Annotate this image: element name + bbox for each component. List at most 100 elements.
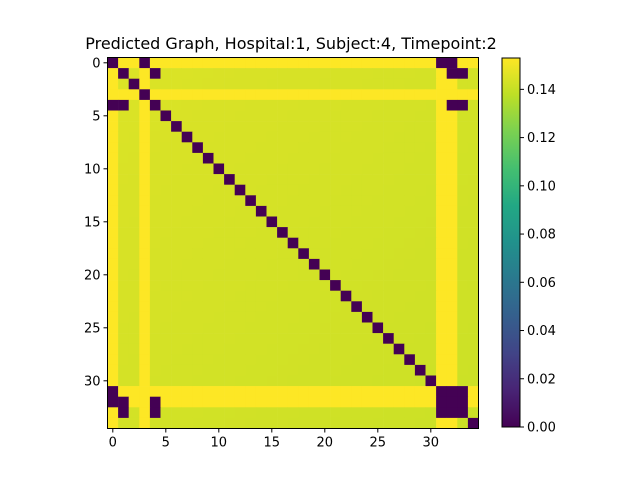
heatmap-cell (351, 343, 363, 355)
heatmap-cell (446, 386, 458, 397)
heatmap-cell (192, 57, 204, 69)
heatmap-cell (149, 258, 161, 270)
heatmap-cell (287, 142, 299, 154)
heatmap-cell (361, 195, 373, 207)
heatmap-cell (287, 121, 299, 132)
heatmap-cell (224, 343, 235, 355)
heatmap-cell (202, 375, 214, 387)
heatmap-cell (436, 68, 447, 79)
heatmap-cell (234, 163, 246, 175)
heatmap-cell (149, 311, 161, 323)
heatmap-cell (372, 110, 384, 122)
heatmap-cell (202, 248, 214, 260)
heatmap-cell (404, 407, 416, 419)
heatmap-cell (383, 311, 394, 323)
heatmap-cell (202, 142, 214, 154)
heatmap-cell (414, 364, 426, 376)
heatmap-cell (425, 195, 437, 207)
heatmap-cell (287, 301, 299, 313)
heatmap-cell (266, 78, 278, 90)
heatmap-cell (160, 131, 172, 143)
heatmap-cell (372, 248, 384, 260)
heatmap-cell (393, 89, 405, 101)
heatmap-cell (467, 152, 479, 164)
heatmap-cell (107, 89, 119, 101)
heatmap-cell (181, 248, 193, 260)
heatmap-cell (414, 131, 426, 143)
heatmap-cell (414, 354, 426, 366)
heatmap-cell (393, 311, 405, 323)
heatmap-cell (404, 290, 416, 302)
heatmap-cell (234, 121, 246, 132)
heatmap-cell (467, 99, 479, 111)
heatmap-cell (361, 163, 373, 175)
heatmap-cell (372, 57, 384, 69)
heatmap-cell (372, 290, 384, 302)
heatmap-cell (404, 375, 416, 387)
heatmap-cell (118, 89, 129, 101)
heatmap-cell (171, 131, 182, 143)
heatmap-cell (436, 290, 447, 302)
heatmap-cell (149, 195, 161, 207)
heatmap-cell (202, 163, 214, 175)
heatmap-cell (160, 78, 172, 90)
heatmap-cell (245, 354, 257, 366)
heatmap-cell (383, 174, 394, 185)
heatmap-cell (107, 258, 119, 270)
heatmap-cell (118, 269, 129, 281)
heatmap-cell (287, 311, 299, 323)
heatmap-cell (287, 174, 299, 185)
heatmap-cell (340, 121, 352, 132)
heatmap-cell (255, 396, 267, 408)
heatmap-cell (372, 89, 384, 101)
heatmap-cell (139, 205, 151, 217)
heatmap-cell (425, 68, 437, 79)
heatmap-cell (224, 216, 235, 228)
heatmap-cell (319, 227, 331, 238)
heatmap-cell (118, 407, 129, 419)
heatmap-cell (319, 290, 331, 302)
heatmap-cell (319, 131, 331, 143)
heatmap-cell (351, 184, 363, 196)
heatmap-cell (181, 311, 193, 323)
heatmap-cell (245, 301, 257, 313)
heatmap-cell (277, 163, 288, 175)
heatmap-cell (192, 163, 204, 175)
heatmap-cell (361, 280, 373, 291)
heatmap-cell (139, 301, 151, 313)
heatmap-cell (372, 78, 384, 90)
heatmap-cell (245, 152, 257, 164)
heatmap-cell (160, 407, 172, 419)
heatmap-cell (118, 184, 129, 196)
heatmap-cell (372, 99, 384, 111)
heatmap-cell (224, 258, 235, 270)
heatmap-cell (149, 89, 161, 101)
heatmap-cell (139, 322, 151, 334)
heatmap-cell (404, 131, 416, 143)
heatmap-cell (467, 110, 479, 122)
heatmap-cell (414, 333, 426, 344)
heatmap-cell (361, 89, 373, 101)
heatmap-cell (393, 375, 405, 387)
heatmap-cell (181, 280, 193, 291)
heatmap-cell (383, 301, 394, 313)
heatmap-cell (383, 280, 394, 291)
heatmap-cell (308, 396, 320, 408)
heatmap-cell (340, 417, 352, 429)
heatmap-cell (393, 322, 405, 334)
heatmap-cell (361, 290, 373, 302)
heatmap-cell (340, 216, 352, 228)
heatmap-cell (107, 322, 119, 334)
heatmap-cell (467, 89, 479, 101)
heatmap-cell (436, 121, 447, 132)
heatmap-cell (202, 131, 214, 143)
heatmap-cell (393, 121, 405, 132)
heatmap-cell (372, 386, 384, 397)
heatmap-cell (139, 280, 151, 291)
heatmap-cell (393, 354, 405, 366)
heatmap-cell (234, 290, 246, 302)
heatmap-cell (213, 290, 225, 302)
x-tick-label: 15 (264, 436, 281, 451)
heatmap-cell (234, 174, 246, 185)
heatmap-cell (361, 184, 373, 196)
